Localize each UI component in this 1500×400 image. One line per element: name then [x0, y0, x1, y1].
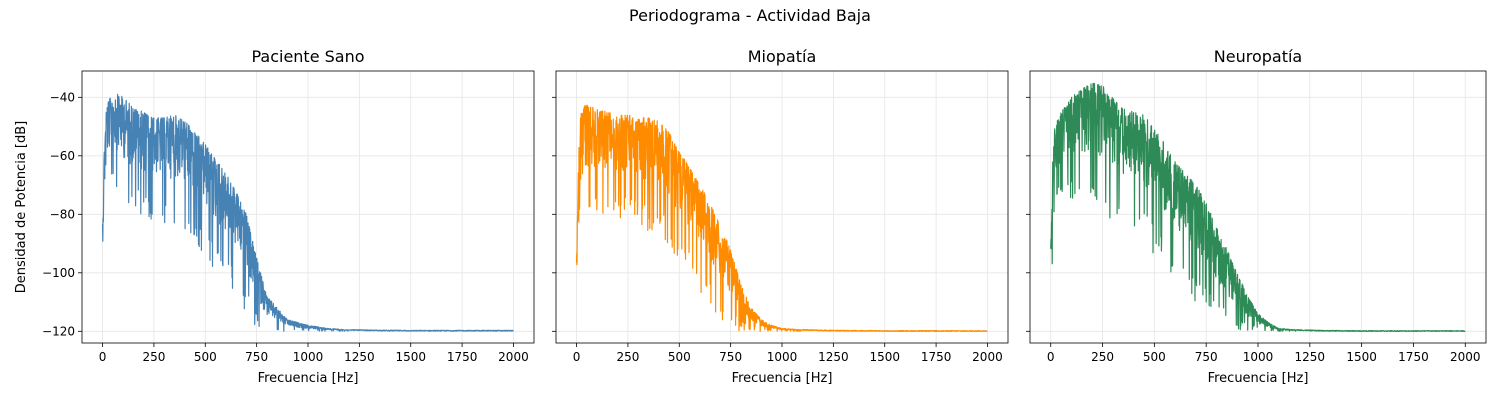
x-tick-label: 1500 [395, 350, 426, 364]
y-tick-label: −120 [42, 324, 75, 338]
panel-title: Paciente Sano [251, 47, 364, 66]
x-tick-label: 750 [245, 350, 268, 364]
x-tick-label: 2000 [1450, 350, 1481, 364]
panel-title: Neuropatía [1214, 47, 1302, 66]
y-axis-label: Densidad de Potencia [dB] [14, 121, 29, 293]
panel-3: 0 250 500 750 1000 1250 1500 1750 2000 Neuropatía… [1026, 47, 1487, 386]
x-tick-label: 1750 [447, 350, 478, 364]
y-tick-label: −100 [42, 266, 75, 280]
y-tick-label: −40 [50, 90, 75, 104]
y-tick-label: −80 [50, 207, 75, 221]
x-tick-label: 1250 [1295, 350, 1326, 364]
x-tick-label: 500 [668, 350, 691, 364]
x-tick-label: 750 [1195, 350, 1218, 364]
x-tick-label: 500 [194, 350, 217, 364]
x-tick-label: 1000 [293, 350, 324, 364]
panel-2: 0 250 500 750 1000 1250 1500 1750 2000 Miopatía Fr… [552, 47, 1009, 386]
x-tick-label: 0 [1047, 350, 1055, 364]
x-axis-label: Frecuencia [Hz] [258, 371, 359, 386]
y-tick-label: −60 [50, 149, 75, 163]
x-tick-label: 250 [142, 350, 165, 364]
x-tick-label: 250 [616, 350, 639, 364]
x-tick-label: 1000 [767, 350, 798, 364]
x-axis-label: Frecuencia [Hz] [732, 371, 833, 386]
x-tick-label: 1000 [1243, 350, 1274, 364]
x-tick-label: 1250 [344, 350, 375, 364]
x-tick-label: 250 [1091, 350, 1114, 364]
x-tick-label: 1500 [869, 350, 900, 364]
x-tick-label: 1250 [818, 350, 849, 364]
figure-title: Periodograma - Actividad Baja [629, 6, 871, 25]
x-tick-label: 750 [719, 350, 742, 364]
x-tick-label: 0 [99, 350, 107, 364]
x-tick-label: 1750 [1398, 350, 1429, 364]
x-tick-label: 2000 [972, 350, 1003, 364]
x-tick-label: 1750 [921, 350, 952, 364]
panel-1: 0 250 500 750 1000 1250 1500 1750 2000 −40 −60 −80 −… [14, 47, 535, 386]
panel-title: Miopatía [748, 47, 817, 66]
series-line [101, 93, 514, 332]
series-line [1050, 82, 1466, 332]
x-tick-label: 1500 [1346, 350, 1377, 364]
x-axis-label: Frecuencia [Hz] [1208, 371, 1309, 386]
x-tick-label: 500 [1143, 350, 1166, 364]
series-line [575, 104, 988, 332]
x-tick-label: 0 [573, 350, 581, 364]
x-tick-label: 2000 [498, 350, 529, 364]
